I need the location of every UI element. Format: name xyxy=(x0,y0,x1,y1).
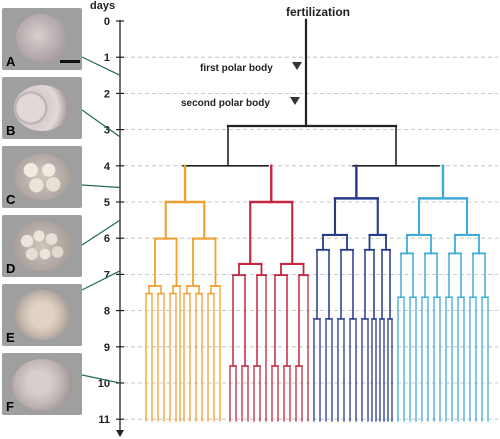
tick-label: 10 xyxy=(98,378,110,390)
second-polar-body-label: second polar body xyxy=(181,98,270,109)
tick-label: 11 xyxy=(98,414,110,426)
embryo-image xyxy=(14,85,70,131)
panel-letter: D xyxy=(6,261,16,276)
second-polar-body-arrow-icon xyxy=(290,97,300,105)
embryo-panel-c: C xyxy=(2,146,82,208)
embryo-image xyxy=(12,359,72,411)
embryo-image xyxy=(12,221,72,271)
first-polar-body-arrow-icon xyxy=(292,62,302,70)
panel-letter: A xyxy=(6,54,16,69)
embryo-panel-d: D xyxy=(2,215,82,277)
lineage-1 xyxy=(145,164,221,422)
embryo-image xyxy=(14,290,70,340)
fertilization-label: fertilization xyxy=(286,5,350,19)
tick-label: 1 xyxy=(104,52,110,64)
first-polar-body-label: first polar body xyxy=(200,63,273,74)
panel-letter: B xyxy=(6,123,16,138)
axis-ticks: 0 1 2 3 4 5 6 7 8 9 10 11 xyxy=(98,16,124,426)
tick-label: 8 xyxy=(104,306,110,318)
tick-label: 0 xyxy=(104,16,110,28)
axis-arrowhead xyxy=(116,430,124,437)
panel-connector xyxy=(81,109,121,138)
tick-label: 5 xyxy=(104,197,110,209)
panel-letter: F xyxy=(6,399,14,414)
lineage-3 xyxy=(313,164,393,422)
lineage-branches xyxy=(145,164,489,422)
panel-connector xyxy=(81,56,121,76)
embryo-panel-a: A xyxy=(2,8,82,70)
panel-connector xyxy=(81,270,121,291)
embryo-panel-f: F xyxy=(2,353,82,415)
day-axis: days xyxy=(90,0,124,437)
tick-label: 9 xyxy=(104,342,110,354)
tick-label: 6 xyxy=(104,233,110,245)
tick-label: 7 xyxy=(104,269,110,281)
lineage-4 xyxy=(397,164,489,422)
embryo-image xyxy=(14,154,70,200)
axis-title: days xyxy=(90,0,115,12)
panel-connector xyxy=(81,374,121,384)
embryo-panel-e: E xyxy=(2,284,82,346)
panel-letter: E xyxy=(6,330,15,345)
panel-connector xyxy=(81,184,121,189)
tick-label: 4 xyxy=(104,161,111,173)
embryo-panel-b: B xyxy=(2,77,82,139)
panel-letter: C xyxy=(6,192,16,207)
panel-connector xyxy=(81,219,121,246)
tick-label: 3 xyxy=(104,125,110,137)
trunk-branches xyxy=(182,18,440,167)
embryo-image xyxy=(16,14,66,62)
panel-connectors xyxy=(81,56,121,384)
scale-bar xyxy=(60,60,80,63)
tick-label: 2 xyxy=(104,88,110,100)
lineage-2 xyxy=(229,164,309,422)
